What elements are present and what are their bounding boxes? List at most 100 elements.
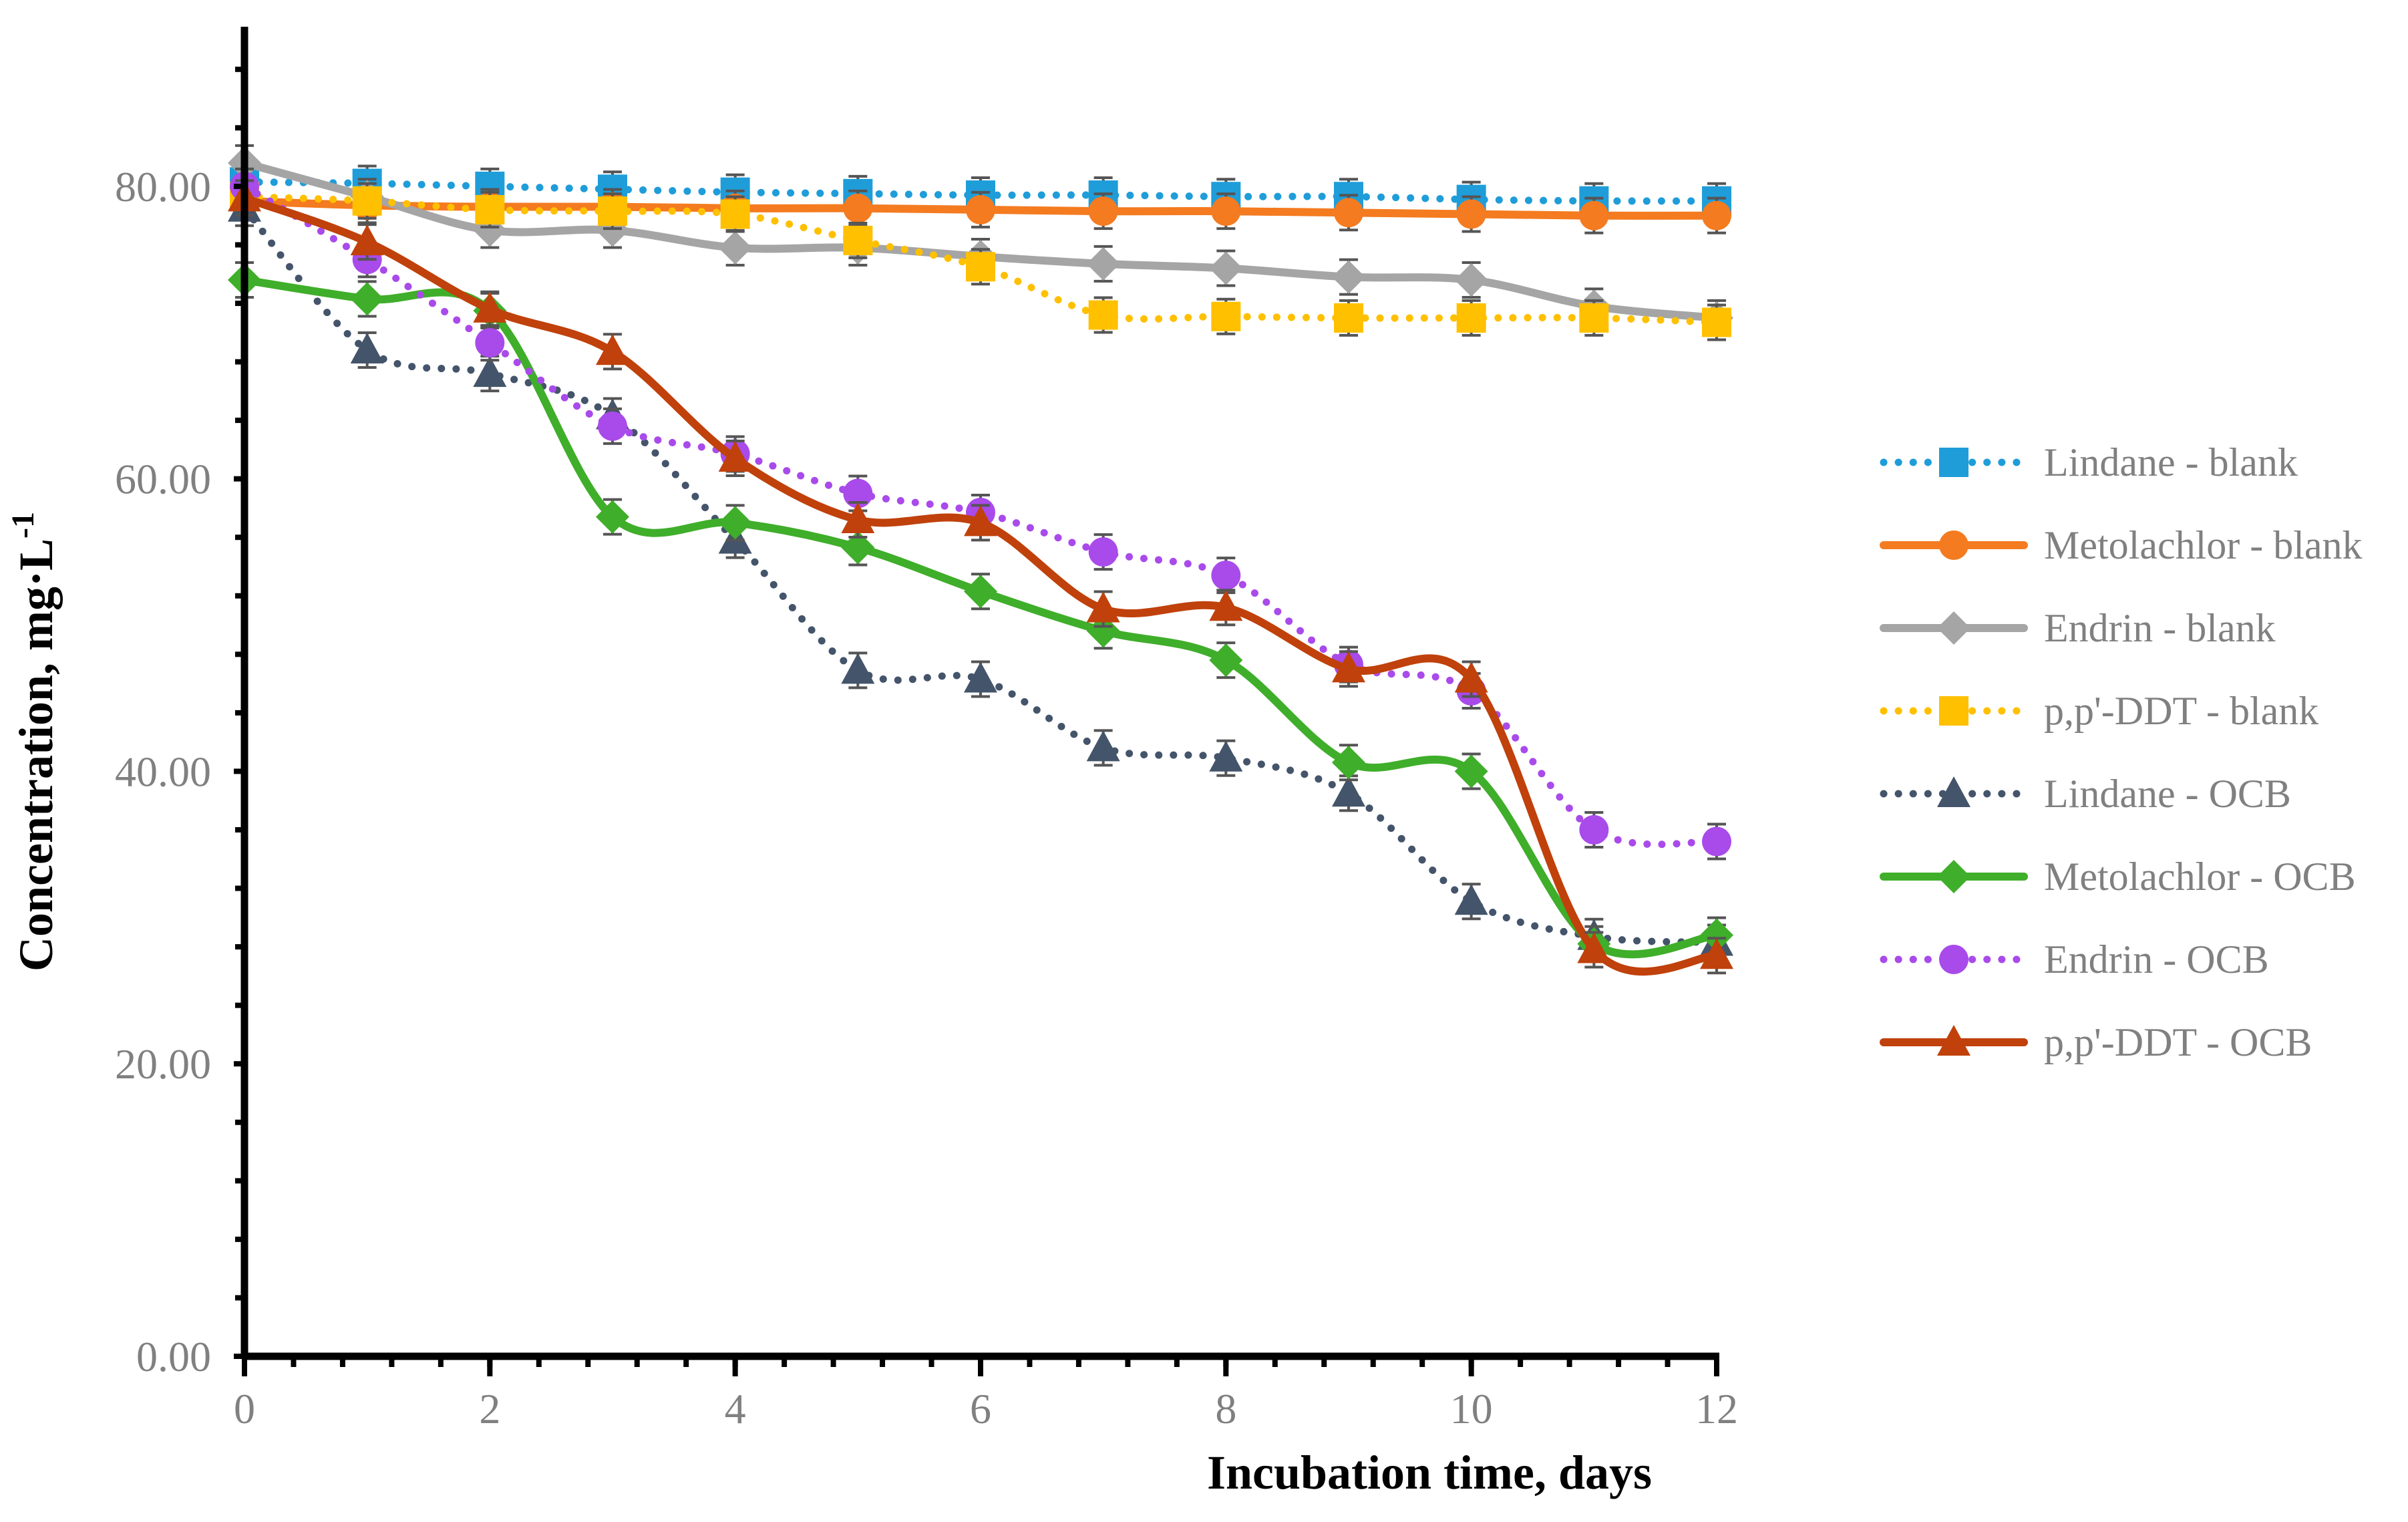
legend-label: Lindane - blank (2044, 440, 2298, 484)
legend-label: Endrin - blank (2044, 606, 2276, 650)
data-point (352, 186, 382, 216)
data-point (1702, 200, 1731, 231)
data-point (350, 282, 384, 316)
data-point (843, 478, 873, 508)
data-point (718, 506, 752, 540)
data-point (964, 505, 997, 537)
legend-label: Metolachlor - OCB (2044, 855, 2356, 899)
data-point (1086, 247, 1120, 281)
data-point (966, 194, 995, 224)
data-point (1088, 537, 1118, 567)
data-point (596, 500, 629, 534)
data-point (1332, 746, 1365, 780)
data-point (1086, 591, 1120, 623)
data-point (1579, 303, 1609, 333)
legend-item-metolachlor-blank: Metolachlor - blank (1880, 523, 2363, 567)
data-point (1579, 815, 1609, 845)
legend-label: Lindane - OCB (2044, 772, 2291, 816)
series-p-p-ddt-ocb (228, 179, 1733, 976)
x-tick-label: 2 (479, 1385, 500, 1432)
data-point (1209, 740, 1243, 772)
axes-layer: 0.00 20.00 40.00 60.00 80.00 0 2 4 6 8 10 12 (115, 27, 1738, 1432)
x-tick-label: 4 (725, 1385, 746, 1432)
data-point (843, 193, 873, 223)
y-tick-label: 40.00 (115, 748, 211, 795)
y-axis-title-main: Concentration, mg·L (9, 539, 63, 971)
data-point (843, 225, 873, 255)
x-tick-label: 12 (1695, 1385, 1738, 1432)
legend-swatch-marker (1937, 860, 1970, 893)
data-point (841, 530, 875, 565)
data-point (841, 502, 875, 533)
legend-item-endrin-ocb: Endrin - OCB (1880, 937, 2269, 981)
data-point (473, 356, 507, 388)
data-point (1456, 199, 1486, 229)
x-axis-title: Incubation time, days (1207, 1446, 1652, 1499)
y-tick-label: 0.00 (136, 1333, 211, 1380)
data-point (1700, 938, 1733, 969)
series-endrin-blank (228, 144, 1733, 337)
x-tick-label: 8 (1215, 1385, 1236, 1432)
data-point (720, 199, 750, 229)
data-point (1332, 776, 1365, 807)
data-point (1577, 932, 1611, 963)
legend-label: p,p'-DDT - OCB (2044, 1020, 2312, 1064)
legend-swatch-marker (1937, 1025, 1970, 1056)
legend-swatch-marker (1939, 448, 1968, 477)
data-point (1700, 918, 1733, 952)
data-point (473, 291, 507, 323)
data-point (1454, 884, 1488, 915)
legend-swatch-marker (1937, 611, 1970, 645)
data-point (1332, 260, 1365, 294)
data-point (475, 194, 505, 224)
y-tick-label: 20.00 (115, 1040, 211, 1088)
data-point (350, 333, 384, 364)
data-point (964, 575, 997, 609)
legend-label: p,p'-DDT - blank (2044, 689, 2318, 733)
data-point (596, 334, 629, 365)
data-point (1454, 754, 1488, 788)
data-point (1211, 561, 1241, 591)
data-point (1702, 826, 1731, 857)
y-axis-title: Concentration, mg·L-1 (5, 512, 63, 971)
legend-swatch-marker (1939, 945, 1968, 974)
data-point (718, 441, 752, 472)
data-point (1088, 300, 1118, 330)
data-point (1334, 303, 1363, 333)
legend-label: Endrin - OCB (2044, 937, 2269, 981)
data-point (718, 231, 752, 265)
data-point (350, 224, 384, 256)
data-point (1088, 196, 1118, 226)
legend-swatch-marker (1939, 530, 1968, 560)
y-tick-label: 80.00 (115, 163, 211, 210)
data-point (1209, 590, 1243, 621)
data-point (1454, 263, 1488, 297)
data-point (1454, 661, 1488, 693)
legend-item-p-p-ddt-ocb: p,p'-DDT - OCB (1880, 1020, 2312, 1064)
data-point (598, 196, 627, 226)
legend-item-metolachlor-ocb: Metolachlor - OCB (1880, 855, 2356, 899)
data-point (964, 661, 997, 693)
data-point (1702, 307, 1731, 337)
data-point (1456, 303, 1486, 333)
legend-label: Metolachlor - blank (2044, 523, 2363, 567)
data-point (1086, 614, 1120, 648)
legend-swatch-marker (1939, 696, 1968, 726)
legend: Lindane - blank Metolachlor - blank Endrin… (1880, 440, 2363, 1064)
data-point (841, 653, 875, 684)
data-point (1086, 730, 1120, 762)
data-point (1334, 198, 1363, 228)
data-point (1579, 200, 1609, 231)
data-point (966, 252, 995, 282)
legend-item-endrin-blank: Endrin - blank (1880, 606, 2276, 650)
legend-item-p-p-ddt-blank: p,p'-DDT - blank (1880, 689, 2318, 733)
data-point (1209, 643, 1243, 677)
series-line-metolachlor-ocb (240, 276, 1721, 959)
legend-swatch-marker (1937, 776, 1970, 807)
series-line-p-p-ddt-ocb (240, 194, 1721, 976)
data-point (598, 411, 627, 441)
y-tick-label: 60.00 (115, 456, 211, 503)
legend-item-lindane-ocb: Lindane - OCB (1880, 772, 2291, 816)
y-axis-title-superscript: -1 (5, 512, 41, 539)
